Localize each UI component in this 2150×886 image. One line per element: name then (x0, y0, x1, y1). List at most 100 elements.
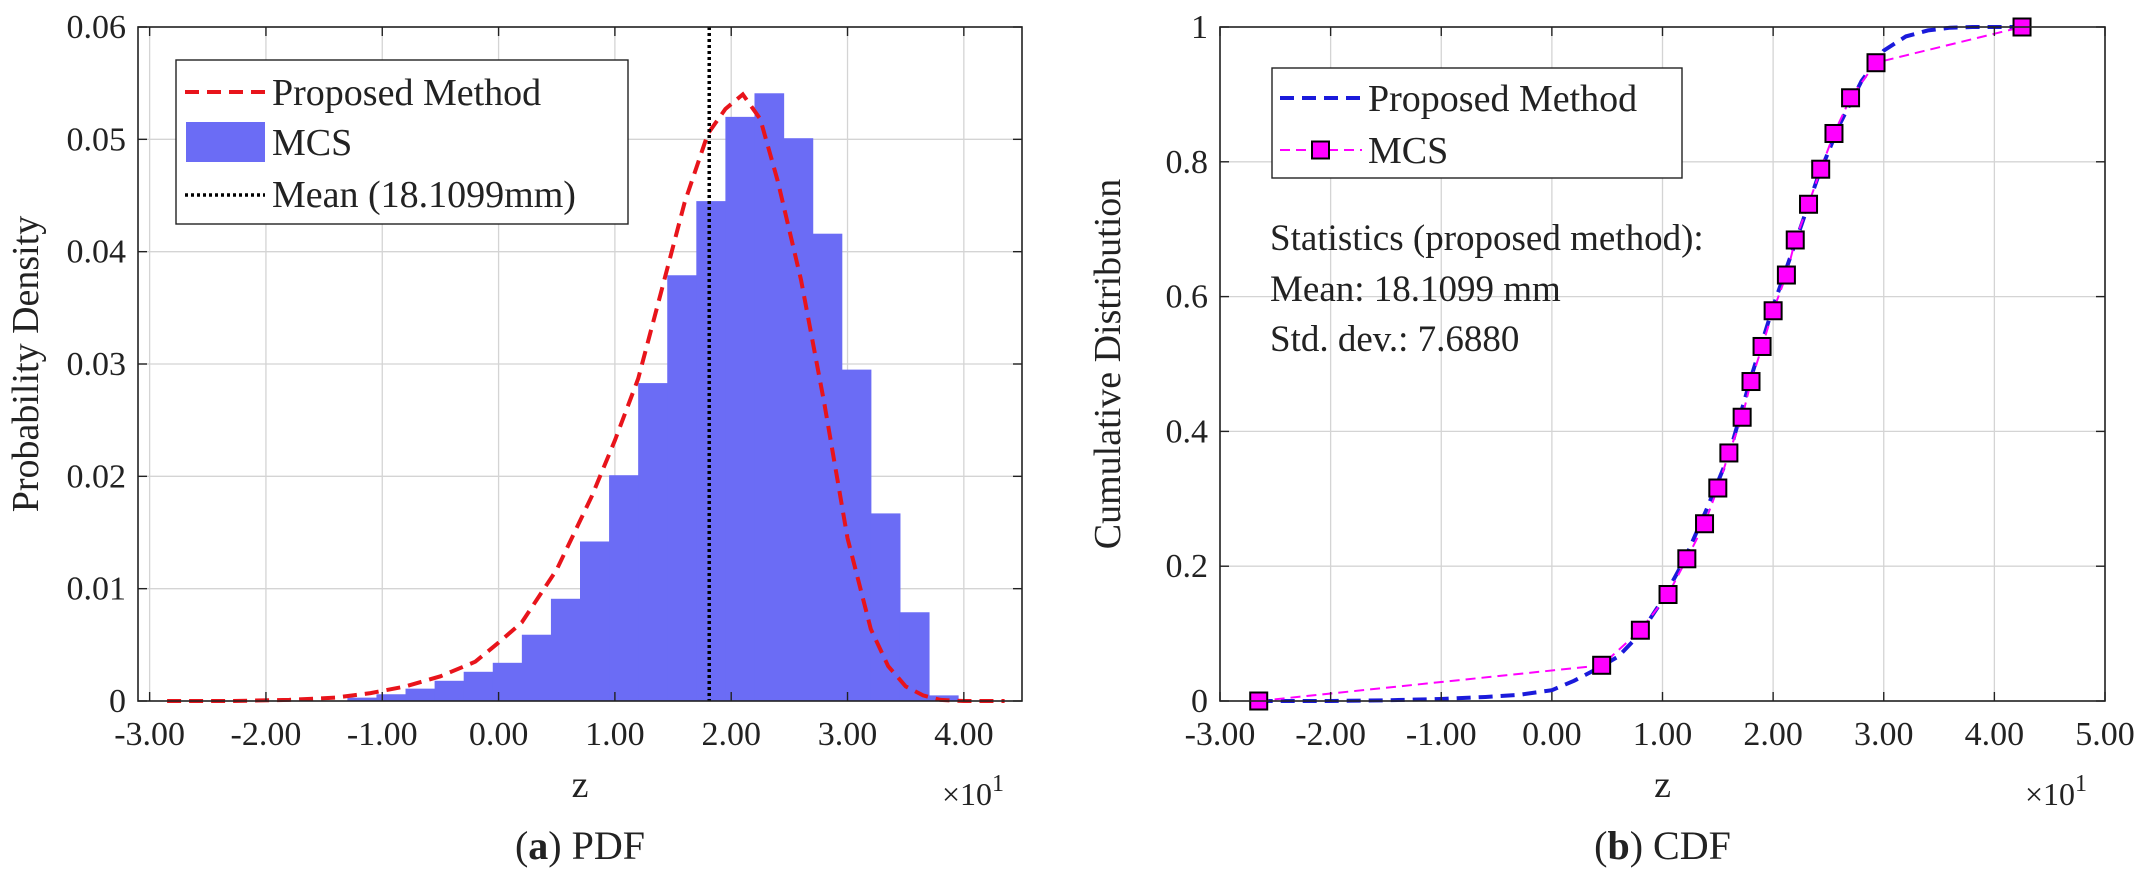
cdf-mcs-marker (1799, 194, 1819, 214)
cdf-caption-text: CDF (1653, 823, 1731, 868)
pdf-histogram-bar (550, 598, 581, 701)
b-x-tick-label: 4.00 (1965, 716, 2025, 753)
pdf-histogram-bar (870, 513, 901, 701)
pdf-histogram-bar (405, 688, 436, 701)
a-x-tick-label: -3.00 (114, 716, 185, 753)
pdf-histogram-bars (347, 93, 959, 701)
pdf-x-multiplier: ×101 (942, 771, 1004, 812)
b-y-tick-label: 0.4 (1166, 413, 1209, 450)
a-y-tick-label: 0.03 (67, 346, 127, 383)
b-y-tick-label: 0 (1191, 683, 1208, 720)
cdf-caption-letter: b (1607, 823, 1629, 868)
pdf-caption: (a) PDF (515, 823, 645, 868)
cdf-mcs-marker (1763, 301, 1783, 321)
pdf-x-axis-label: z (572, 764, 589, 806)
b-y-tick-label: 0.6 (1166, 279, 1209, 316)
b-x-tick-label: -3.00 (1185, 716, 1256, 753)
pdf-legend-proposed-label: Proposed Method (272, 72, 541, 114)
a-x-tick-label: 2.00 (701, 716, 761, 753)
cdf-proposed-curve (1258, 25, 2022, 703)
cdf-legend-mcs-swatch-marker (1311, 140, 1330, 160)
cdf-mcs-marker (1841, 88, 1861, 108)
cdf-mcs-marker (1811, 159, 1831, 179)
pdf-histogram-bar (521, 634, 552, 701)
cdf-panel: -3.00 -2.00 -1.00 0.00 1.00 2.00 3.00 4.00 5.00 0… (1087, 9, 2135, 868)
cdf-legend: Proposed Method MCS (1271, 67, 1683, 179)
cdf-ticks: -3.00 -2.00 -1.00 0.00 1.00 2.00 3.00 4.00 5.00 0… (1166, 9, 2135, 753)
pdf-histogram-bar (463, 671, 494, 701)
pdf-proposed-curve (167, 91, 1005, 703)
cdf-proposed-curve-line (1258, 25, 2022, 703)
cdf-mcs-marker (1658, 585, 1678, 605)
cdf-x-axis-label: z (1654, 764, 1671, 806)
b-y-tick-label: 1 (1191, 9, 1208, 46)
pdf-histogram-bar (580, 541, 610, 701)
pdf-histogram-bar (696, 201, 726, 701)
cdf-stats-mean: Mean: 18.1099 mm (1270, 269, 1561, 310)
cdf-statistics-annotation: Statistics (proposed method): Mean: 18.1… (1270, 218, 1704, 360)
cdf-stats-std: Std. dev.: 7.6880 (1270, 319, 1519, 360)
a-y-tick-label: 0.06 (67, 9, 127, 46)
b-x-tick-label: 0.00 (1522, 716, 1582, 753)
a-x-tick-label: -2.00 (231, 716, 302, 753)
pdf-histogram-bar (347, 697, 378, 701)
a-x-tick-label: 4.00 (934, 716, 994, 753)
a-y-tick-label: 0.05 (67, 121, 127, 158)
cdf-mcs-marker (1708, 478, 1728, 498)
pdf-histogram-bar (812, 233, 843, 701)
cdf-mcs-marker (1719, 443, 1739, 463)
cdf-mcs-marker (1695, 514, 1715, 534)
pdf-histogram-bar (434, 680, 465, 701)
cdf-x-multiplier-base: ×10 (2025, 776, 2075, 812)
pdf-proposed-curve-line (167, 91, 1005, 703)
pdf-legend: Proposed Method MCS Mean (18.1099mm) (175, 59, 629, 225)
pdf-caption-text: PDF (572, 823, 645, 868)
cdf-mcs-marker (1630, 620, 1650, 640)
pdf-x-multiplier-exponent: 1 (992, 771, 1004, 797)
cdf-mcs-marker (1732, 407, 1752, 427)
cdf-mcs-marker (1785, 230, 1805, 250)
a-y-tick-label: 0 (109, 683, 126, 720)
b-x-tick-label: 3.00 (1854, 716, 1914, 753)
pdf-histogram-bar (754, 93, 785, 701)
a-x-tick-label: 3.00 (818, 716, 878, 753)
a-x-tick-label: -1.00 (347, 716, 418, 753)
cdf-legend-box (1271, 67, 1683, 179)
cdf-x-multiplier: ×101 (2025, 771, 2087, 812)
pdf-histogram-bar (783, 138, 814, 701)
a-y-tick-label: 0.02 (67, 458, 127, 495)
b-x-tick-label: 2.00 (1743, 716, 1803, 753)
pdf-x-multiplier-base: ×10 (942, 776, 992, 812)
pdf-legend-mean-label: Mean (18.1099mm) (272, 174, 576, 216)
cdf-caption: (b) CDF (1594, 823, 1731, 868)
cdf-legend-proposed-label: Proposed Method (1368, 78, 1637, 120)
a-y-tick-label: 0.04 (67, 234, 127, 271)
cdf-mcs-marker (1592, 655, 1612, 675)
cdf-mcs-series (1249, 17, 2032, 711)
pdf-caption-letter: a (528, 823, 548, 868)
cdf-mcs-marker (1776, 265, 1796, 285)
cdf-y-axis-label: Cumulative Distribution (1087, 179, 1129, 549)
cdf-mcs-marker (1824, 123, 1844, 143)
cdf-x-multiplier-exponent: 1 (2075, 771, 2087, 797)
pdf-y-axis-label: Probability Density (5, 216, 47, 513)
cdf-mcs-marker (1677, 549, 1697, 569)
a-x-tick-label: 1.00 (585, 716, 645, 753)
pdf-histogram-bar (725, 116, 756, 701)
cdf-mcs-marker (1741, 372, 1761, 392)
pdf-panel: -3.00 -2.00 -1.00 0.00 1.00 2.00 3.00 4.00 0 0.01… (5, 9, 1023, 868)
a-y-tick-label: 0.01 (67, 571, 127, 608)
pdf-histogram-bar (376, 694, 407, 701)
pdf-ticks: -3.00 -2.00 -1.00 0.00 1.00 2.00 3.00 4.00 0 0.01… (67, 9, 1022, 753)
pdf-histogram-bar (667, 275, 697, 701)
pdf-legend-mcs-label: MCS (272, 122, 352, 164)
b-x-tick-label: 5.00 (2075, 716, 2135, 753)
b-x-tick-label: -1.00 (1406, 716, 1477, 753)
cdf-mcs-marker (1752, 336, 1772, 356)
pdf-histogram-bar (492, 662, 523, 701)
cdf-legend-mcs-label: MCS (1368, 130, 1448, 172)
pdf-histogram-bar (638, 383, 668, 701)
cdf-mcs-marker (1866, 53, 1886, 73)
pdf-legend-mcs-swatch (186, 122, 265, 162)
